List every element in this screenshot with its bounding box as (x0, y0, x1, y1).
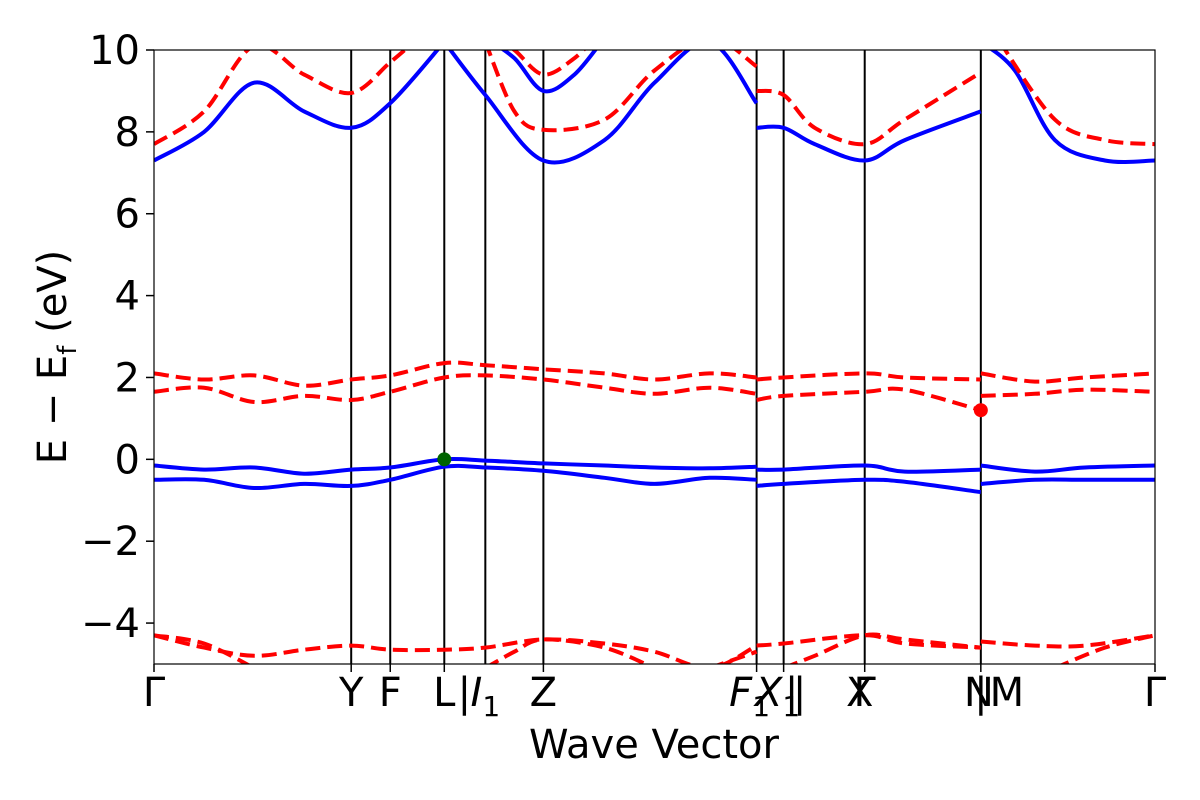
x-tick-label-4: I1 (471, 670, 501, 723)
conduction-band-6-segment-0 (154, 42, 414, 144)
y-tick-label-7: 10 (89, 28, 140, 74)
cbm-marker (974, 403, 988, 417)
y-axis-ticks: −4 −2 0 2 4 6 8 10 (81, 28, 154, 647)
y-axis-label: E − Ef (eV) (30, 250, 83, 465)
conduction-band-3-segment-1 (757, 373, 981, 379)
y-tick-label-1: −2 (81, 519, 140, 565)
x-tick-label-text-3: L (433, 670, 456, 716)
x-tick-label-3: L (433, 670, 456, 716)
conduction-band-6-segment-3 (1000, 42, 1155, 144)
x-tick-label-1: Y (338, 670, 364, 716)
conduction-band-2-segment-1 (757, 389, 981, 411)
valence-band-4-segment-3 (981, 42, 1155, 162)
conduction-band-9-segment-0 (154, 635, 254, 668)
valence-band-4-segment-2 (757, 111, 981, 160)
x-path-separator-3: | (974, 670, 987, 716)
valence-band-0-segment-1 (757, 465, 981, 471)
band-structure-chart: −4−20246810 Γ Y F L I1 Z F1X1 XΓ NM Γ| || | Wave Ve… (0, 0, 1200, 800)
x-tick-label-5: Z (530, 670, 557, 716)
x-tick-label-11: M (990, 670, 1025, 716)
vbm-marker (437, 452, 451, 466)
x-tick-label-text-2: F (379, 670, 402, 716)
x-tick-label-text-5: Z (530, 670, 557, 716)
x-path-separator-0: | (458, 670, 471, 716)
band-edge-markers (437, 403, 988, 466)
valence-band-1-segment-1 (757, 480, 981, 492)
conduction-band-2-segment-2 (981, 390, 1155, 396)
x-tick-label-text-7: X (753, 670, 784, 716)
x-tick-label-9: Γ (854, 670, 877, 716)
plot-frame (154, 50, 1155, 664)
conduction-band-6-segment-1 (485, 38, 756, 131)
x-tick-label-text-11: M (990, 670, 1025, 716)
x-tick-label-text-0: Γ (143, 670, 166, 716)
x-axis-label: Wave Vector (529, 722, 780, 768)
y-tick-label-4: 4 (115, 274, 140, 320)
y-axis-label-main: E − E (30, 355, 76, 465)
x-tick-label-text-9: Γ (854, 670, 877, 716)
y-tick-label-2: 0 (115, 437, 140, 483)
x-tick-label-12: Γ (1144, 670, 1167, 716)
kpoint-lines (351, 50, 981, 664)
conduction-band-9-segment-4 (1055, 635, 1155, 668)
y-axis-label-unit-text: (eV) (30, 250, 76, 333)
x-path-separator-2: | (785, 670, 798, 716)
y-tick-label-3: 2 (115, 355, 140, 401)
valence-band-4-segment-0 (154, 42, 444, 161)
conduction-band-8-segment-1 (757, 635, 981, 647)
y-axis-label-unit (30, 333, 76, 346)
x-tick-label-text-12: Γ (1144, 670, 1167, 716)
x-tick-label-subscript-4: 1 (482, 690, 500, 723)
y-tick-label-5: 6 (115, 192, 140, 238)
conduction-band-6-segment-2 (757, 73, 981, 145)
x-tick-label-text-1: Y (338, 670, 364, 716)
valence-band-0-segment-2 (981, 466, 1155, 472)
y-tick-label-0: −4 (81, 601, 140, 647)
x-tick-label-text-4: I (471, 670, 483, 716)
x-tick-label-0: Γ (143, 670, 166, 716)
conduction-band-3-segment-2 (981, 373, 1155, 381)
y-tick-label-6: 8 (115, 110, 140, 156)
valence-band-4-segment-1 (444, 42, 756, 163)
conduction-band-3-segment-0 (154, 363, 757, 386)
valence-band-1-segment-2 (981, 479, 1155, 483)
x-tick-label-2: F (379, 670, 402, 716)
band-lines (154, 38, 1155, 668)
conduction-band-9-segment-2 (710, 652, 757, 668)
x-tick-label-text-6: F (729, 670, 753, 716)
